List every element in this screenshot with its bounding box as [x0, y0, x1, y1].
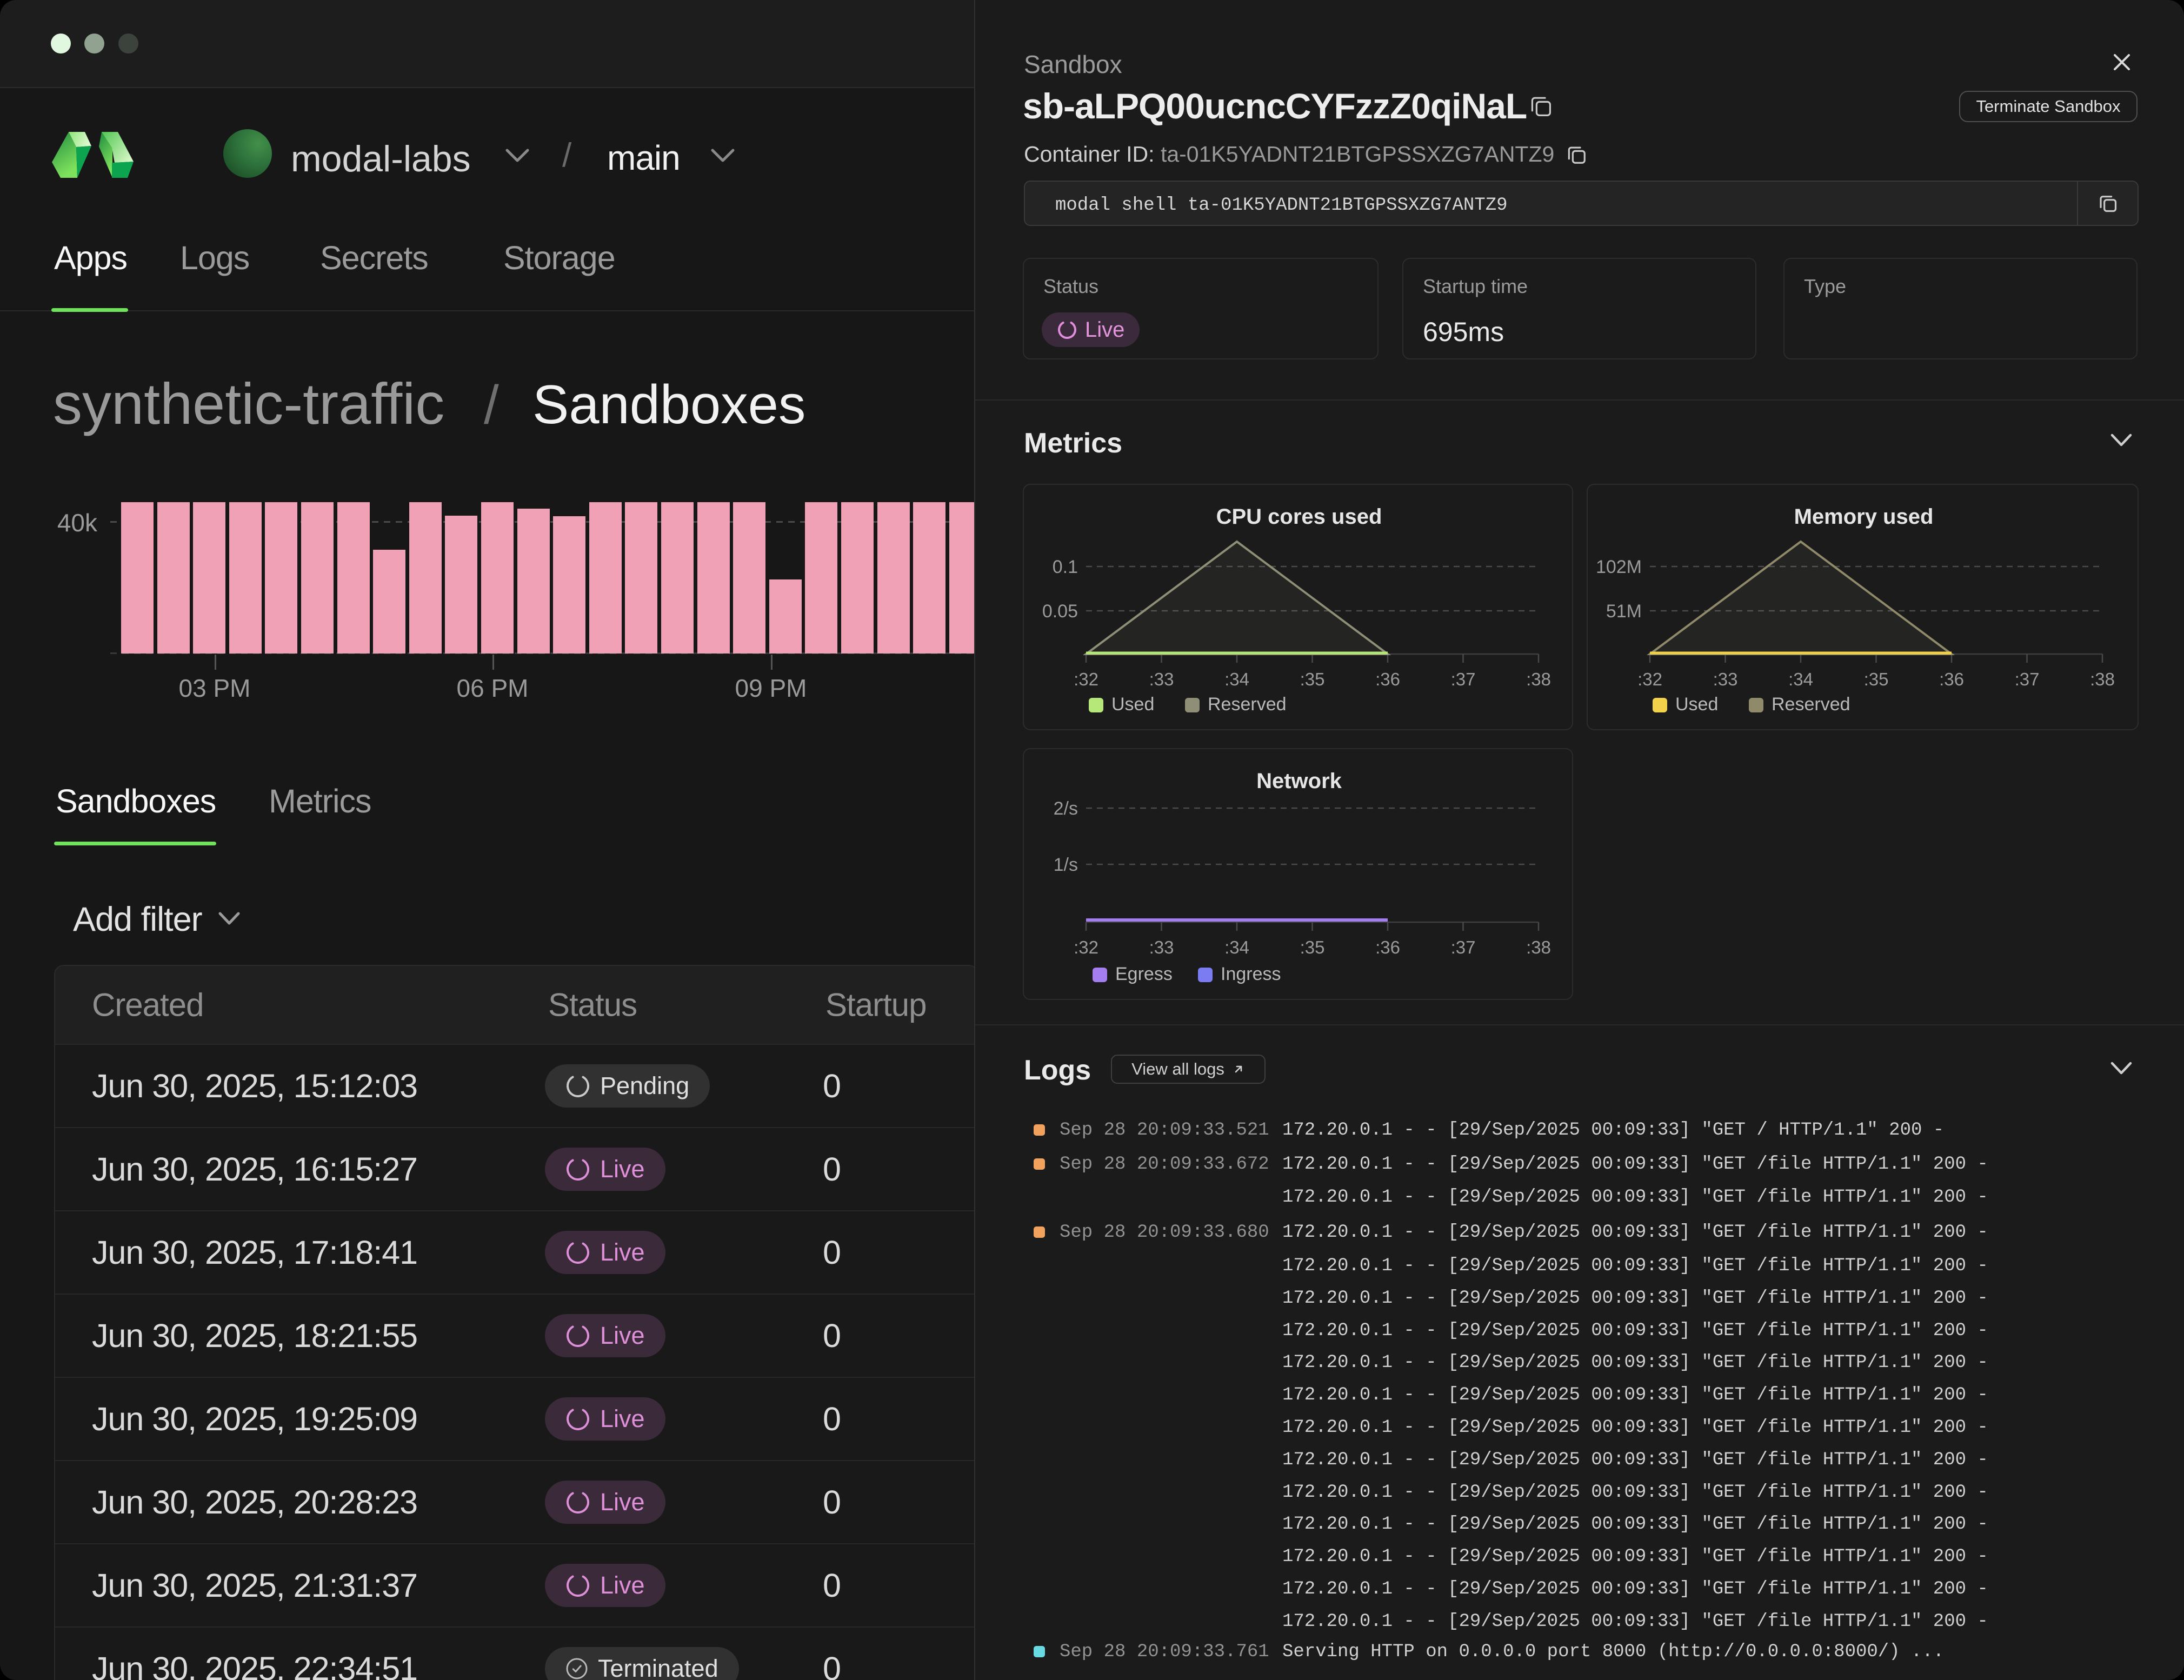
- svg-text:CPU cores used: CPU cores used: [1216, 505, 1382, 529]
- svg-text:51M: 51M: [1606, 601, 1642, 622]
- svg-text::36: :36: [1375, 937, 1400, 957]
- svg-text::38: :38: [2090, 669, 2115, 689]
- svg-text::32: :32: [1637, 669, 1662, 689]
- svg-text::35: :35: [1864, 669, 1889, 689]
- svg-text::32: :32: [1074, 937, 1098, 957]
- svg-text::36: :36: [1375, 669, 1400, 689]
- svg-text::37: :37: [1451, 669, 1476, 689]
- svg-text:102M: 102M: [1596, 557, 1642, 577]
- svg-text::36: :36: [1939, 669, 1964, 689]
- svg-text::34: :34: [1788, 669, 1813, 689]
- svg-text::37: :37: [2015, 669, 2040, 689]
- svg-text::35: :35: [1300, 669, 1325, 689]
- svg-text::38: :38: [1526, 669, 1551, 689]
- svg-text:Reserved: Reserved: [1208, 694, 1287, 715]
- svg-text::37: :37: [1451, 937, 1476, 957]
- svg-text::33: :33: [1149, 669, 1174, 689]
- svg-text:Reserved: Reserved: [1772, 694, 1850, 715]
- svg-text::32: :32: [1074, 669, 1098, 689]
- svg-text:0.1: 0.1: [1053, 557, 1078, 577]
- svg-text:Egress: Egress: [1115, 964, 1173, 984]
- svg-text::33: :33: [1149, 937, 1174, 957]
- svg-text::35: :35: [1300, 937, 1325, 957]
- svg-text::38: :38: [1526, 937, 1551, 957]
- svg-text:0.05: 0.05: [1042, 601, 1078, 622]
- svg-text::34: :34: [1224, 669, 1249, 689]
- svg-text:2/s: 2/s: [1054, 798, 1078, 819]
- svg-text::33: :33: [1713, 669, 1738, 689]
- svg-text:Memory used: Memory used: [1794, 505, 1934, 529]
- svg-text:Used: Used: [1111, 694, 1154, 715]
- svg-text::34: :34: [1224, 937, 1249, 957]
- svg-text:Network: Network: [1256, 769, 1342, 793]
- svg-text:Used: Used: [1675, 694, 1718, 715]
- svg-text:Ingress: Ingress: [1221, 964, 1281, 984]
- svg-text:1/s: 1/s: [1054, 855, 1078, 875]
